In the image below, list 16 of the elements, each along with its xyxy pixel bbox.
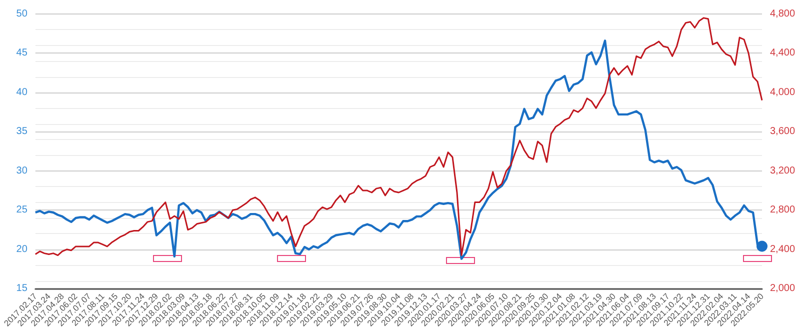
y-tick-label: 15 — [16, 283, 28, 294]
y-tick-label: 25 — [16, 204, 28, 216]
y2-tick-label: 2,800 — [770, 204, 796, 216]
y-tick-label: 20 — [16, 244, 28, 255]
y2-tick-label: 4,000 — [770, 86, 796, 98]
y-tick-label: 30 — [16, 165, 28, 176]
y2-tick-label: 2,400 — [770, 244, 796, 255]
y2-tick-label: 4,800 — [770, 8, 796, 20]
y2-tick-label: 3,600 — [770, 126, 796, 138]
y2-tick-label: 2,000 — [770, 283, 796, 294]
y-tick-label: 50 — [16, 8, 28, 20]
y-tick-label: 40 — [16, 86, 28, 98]
y-tick-label: 45 — [16, 48, 28, 59]
y-tick-label: 35 — [16, 126, 28, 138]
y2-tick-label: 3,200 — [770, 165, 796, 176]
y2-tick-label: 4,400 — [770, 48, 796, 59]
